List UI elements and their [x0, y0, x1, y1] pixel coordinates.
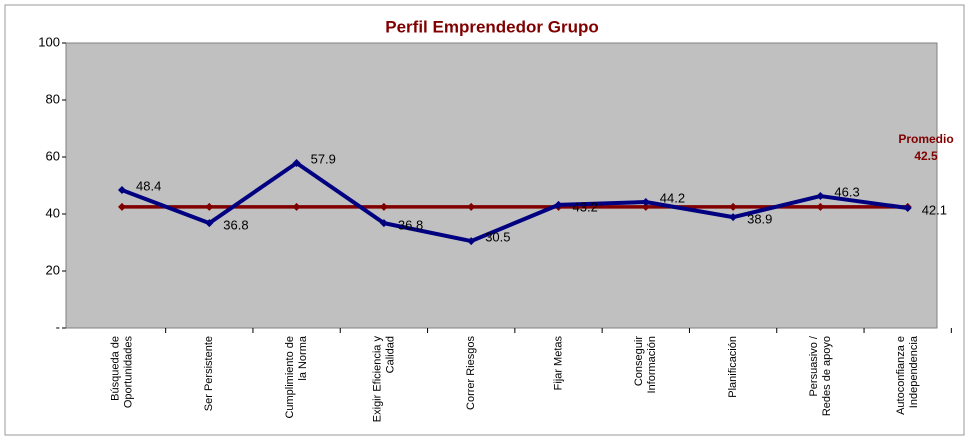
- y-tick-label: 100: [38, 34, 60, 49]
- x-tick-label: Planificación: [727, 336, 739, 398]
- x-tick-label: Independencia: [908, 335, 920, 408]
- data-label: 36.8: [223, 218, 248, 233]
- point-marker: [729, 213, 738, 222]
- data-label: 36.8: [398, 218, 423, 233]
- plot-area: [65, 42, 938, 329]
- average-name: Promedio: [898, 132, 953, 146]
- data-label: 48.4: [136, 178, 161, 193]
- y-tick-label: 60: [46, 148, 60, 163]
- x-tick-label: Fijar Metas: [552, 336, 564, 391]
- point-marker: [903, 204, 912, 213]
- x-tick-label: la Norma: [297, 335, 309, 381]
- average-value: 42.5: [914, 149, 938, 163]
- x-tick-label: Búsqueda de: [109, 336, 121, 401]
- x-tick-label: Cumplimiento de: [284, 336, 296, 419]
- point-marker: [118, 186, 126, 195]
- point-marker: [205, 219, 214, 228]
- point-marker: [379, 202, 388, 211]
- chart-title: Perfil Emprendedor Grupo: [385, 17, 598, 36]
- data-label: 57.9: [311, 151, 336, 166]
- x-tick-label: Correr Riesgos: [465, 336, 477, 410]
- data-label: 44.2: [660, 190, 685, 205]
- point-marker: [554, 200, 563, 209]
- point-marker: [816, 202, 825, 211]
- x-tick-label: Información: [646, 336, 658, 393]
- y-tick-label: -: [56, 319, 60, 334]
- x-tick-label: Oportunidades: [122, 336, 134, 409]
- data-label: 42.1: [922, 202, 947, 217]
- x-tick-label: Persuasivo /: [808, 335, 820, 396]
- point-marker: [292, 202, 301, 211]
- point-marker: [118, 202, 126, 211]
- data-line: [121, 160, 908, 244]
- data-label: 38.9: [747, 212, 772, 227]
- x-tick-label: Autoconfianza e: [895, 336, 907, 415]
- x-tick-label: Exigir Eficiencia y: [371, 336, 383, 423]
- point-marker: [816, 192, 825, 201]
- y-tick-label: 20: [46, 262, 60, 277]
- data-label: 46.3: [834, 184, 859, 199]
- y-tick-label: 80: [46, 91, 60, 106]
- point-marker: [729, 202, 738, 211]
- data-label: 43.2: [573, 199, 598, 214]
- point-marker: [379, 219, 388, 228]
- point-marker: [467, 202, 476, 211]
- x-tick-label: Calidad: [384, 336, 396, 373]
- x-tick-label: Conseguir: [633, 336, 645, 386]
- x-tick-label: Redes de apoyo: [821, 336, 833, 416]
- point-marker: [292, 158, 301, 167]
- x-tick-label: Ser Persistente: [203, 336, 215, 411]
- data-label: 30.5: [485, 230, 510, 245]
- point-marker: [467, 237, 476, 246]
- y-tick-label: 40: [46, 205, 60, 220]
- point-marker: [205, 202, 214, 211]
- point-marker: [641, 198, 650, 207]
- point-marker: [641, 202, 650, 211]
